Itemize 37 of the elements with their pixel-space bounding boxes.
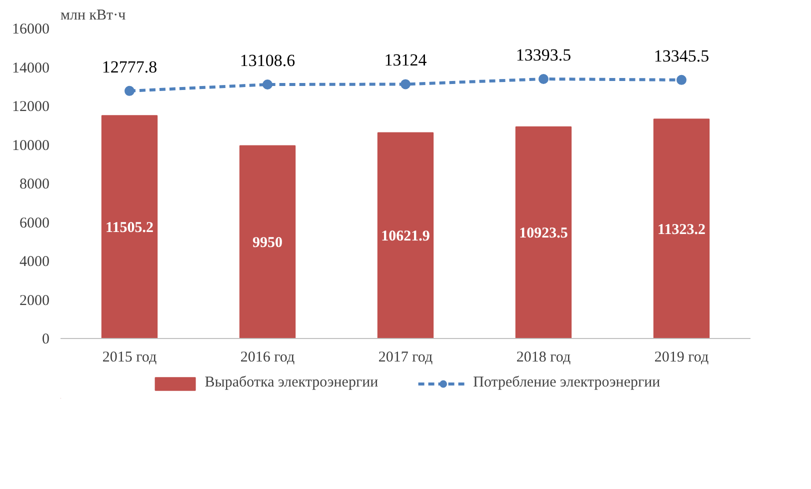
- data-label: 13345.5: [654, 46, 710, 66]
- bar: [101, 115, 158, 338]
- y-tick-label: 16000: [12, 22, 50, 38]
- y-tick-label: 4000: [20, 254, 50, 270]
- x-tick-label: 2016 год: [240, 350, 295, 366]
- point: [124, 86, 134, 96]
- data-label: 12777.8: [102, 57, 158, 76]
- point: [538, 74, 548, 84]
- bar: [515, 126, 572, 338]
- x-tick-label: 2019 год: [654, 350, 709, 366]
- data-label: 13108.6: [240, 50, 296, 70]
- point: [676, 74, 686, 85]
- bar: [239, 145, 296, 338]
- data-label: 10923.5: [519, 226, 568, 242]
- y-tick-label: 6000: [20, 215, 50, 232]
- y-tick-label: 2000: [20, 292, 50, 309]
- data-label: 10621.9: [381, 228, 430, 245]
- x-tick-label: 2018 год: [516, 350, 571, 366]
- y-tick-label: 8000: [20, 176, 50, 192]
- legend-label: Выработка электроэнергии: [204, 374, 378, 392]
- y-tick-label: 14000: [12, 60, 50, 76]
- data-label: 11505.2: [106, 220, 154, 236]
- y-tick-label: 0: [42, 332, 50, 348]
- legend-label: Потребление электроэнергии: [473, 374, 660, 392]
- y-axis-title: млн кВт·ч: [60, 8, 126, 24]
- data-label: 13124: [384, 50, 428, 70]
- point: [262, 80, 272, 90]
- x-tick-label: 2015 год: [102, 350, 157, 366]
- data-label: 13393.5: [516, 45, 572, 64]
- y-tick-label: 10000: [12, 138, 50, 154]
- y-tick-label: 12000: [12, 99, 50, 115]
- data-label: 11323.2: [658, 222, 706, 238]
- bar: [653, 118, 710, 338]
- point: [400, 79, 410, 90]
- data-label: 9950: [252, 235, 282, 252]
- bar: [377, 132, 434, 338]
- x-tick-label: 2017 год: [378, 350, 433, 366]
